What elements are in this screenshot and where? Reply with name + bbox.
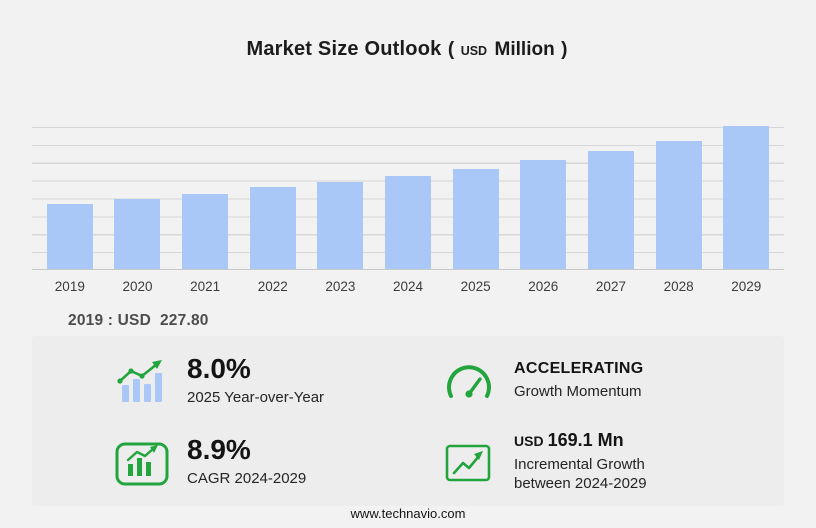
bar-growth-icon bbox=[114, 357, 170, 405]
x-tick-2028: 2028 bbox=[663, 279, 694, 294]
bar-column bbox=[171, 127, 239, 269]
yoy-label: 2025 Year-over-Year bbox=[187, 388, 325, 406]
bar-2024 bbox=[385, 176, 432, 269]
x-tick-2024: 2024 bbox=[393, 279, 424, 294]
x-tick-2021: 2021 bbox=[190, 279, 221, 294]
chart-plot-area bbox=[32, 126, 784, 270]
bar-2023 bbox=[317, 182, 364, 269]
cagr-text: 8.9% CAGR 2024-2029 bbox=[187, 435, 306, 488]
cagr-label: CAGR 2024-2029 bbox=[187, 469, 307, 487]
x-tick-2027: 2027 bbox=[595, 279, 626, 294]
bar-column bbox=[577, 127, 645, 269]
cagr-value: 8.9% bbox=[187, 434, 251, 466]
bar-2021 bbox=[182, 194, 229, 269]
momentum-text: ACCELERATING Growth Momentum bbox=[514, 360, 644, 402]
incremental-label-line2: between 2024-2029 bbox=[514, 475, 647, 493]
stats-panel: 8.0% 2025 Year-over-Year ACCELERATING Gr… bbox=[32, 336, 784, 506]
step-arrow-icon bbox=[441, 439, 497, 485]
x-tick-2019: 2019 bbox=[54, 279, 85, 294]
page-title: Market Size Outlook ( USD Million ) bbox=[0, 38, 816, 61]
yoy-text: 8.0% 2025 Year-over-Year bbox=[187, 354, 324, 407]
bar-2029 bbox=[723, 126, 770, 269]
base-year-amount: 227.80 bbox=[159, 312, 209, 329]
bar-column bbox=[104, 127, 172, 269]
incremental-value: USD 169.1 Mn bbox=[514, 430, 647, 451]
incremental-currency: USD bbox=[514, 432, 544, 449]
yoy-value: 8.0% bbox=[187, 353, 251, 385]
base-year-value: 2019 : USD 227.80 bbox=[68, 312, 209, 330]
market-size-bar-chart: 2019 2020 2021 2022 2023 2024 2025 2026 2027 2028… bbox=[32, 126, 784, 294]
stat-yoy: 8.0% 2025 Year-over-Year bbox=[114, 354, 441, 407]
bar-2028 bbox=[655, 141, 702, 269]
x-tick-2029: 2029 bbox=[731, 279, 762, 294]
bar-2027 bbox=[587, 151, 634, 269]
bar-series bbox=[36, 126, 780, 269]
website-url: www.technavio.com bbox=[350, 506, 466, 521]
x-tick-2022: 2022 bbox=[257, 279, 288, 294]
title-currency: USD bbox=[460, 44, 488, 58]
base-year-prefix: 2019 : USD bbox=[68, 312, 151, 329]
momentum-label: Growth Momentum bbox=[514, 382, 642, 400]
bar-2019 bbox=[46, 203, 93, 269]
bar-column bbox=[36, 127, 104, 269]
bar-2022 bbox=[249, 187, 296, 269]
incremental-label-line1: Incremental Growth bbox=[514, 455, 645, 473]
bar-column bbox=[239, 127, 307, 269]
bar-column bbox=[374, 127, 442, 269]
x-tick-2025: 2025 bbox=[460, 279, 491, 294]
bar-column bbox=[712, 126, 780, 269]
title-paren-close: ) bbox=[561, 39, 568, 60]
incremental-text: USD 169.1 Mn Incremental Growth between 2… bbox=[514, 430, 647, 494]
title-paren-open: ( bbox=[447, 39, 455, 60]
title-text: Market Size Outlook bbox=[246, 38, 442, 60]
x-tick-2023: 2023 bbox=[325, 279, 356, 294]
stat-momentum: ACCELERATING Growth Momentum bbox=[441, 358, 768, 404]
x-axis: 2019 2020 2021 2022 2023 2024 2025 2026 2027 2028… bbox=[36, 279, 780, 294]
bar-2020 bbox=[114, 198, 161, 269]
bar-2025 bbox=[452, 168, 499, 269]
stat-incremental: USD 169.1 Mn Incremental Growth between 2… bbox=[441, 430, 768, 494]
title-unit: Million bbox=[494, 39, 555, 60]
bar-column bbox=[307, 127, 375, 269]
bar-2026 bbox=[520, 160, 567, 269]
stat-cagr: 8.9% CAGR 2024-2029 bbox=[114, 435, 441, 488]
momentum-value: ACCELERATING bbox=[514, 359, 644, 377]
x-tick-2026: 2026 bbox=[528, 279, 559, 294]
bar-column bbox=[509, 127, 577, 269]
incremental-label: Incremental Growth between 2024-2029 bbox=[514, 455, 647, 494]
bar-column bbox=[442, 127, 510, 269]
speedometer-icon bbox=[441, 358, 497, 404]
chart-frame-icon bbox=[114, 437, 170, 487]
incremental-amount: 169.1 Mn bbox=[547, 429, 624, 450]
bar-column bbox=[645, 127, 713, 269]
x-tick-2020: 2020 bbox=[122, 279, 153, 294]
